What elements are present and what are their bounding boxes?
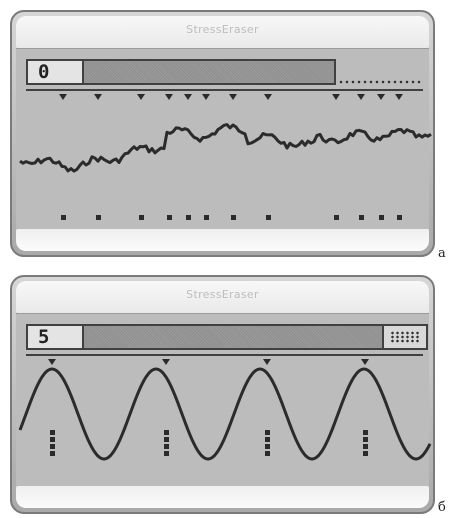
baseline-divider: [26, 354, 423, 356]
tick-square-icon: [164, 451, 169, 456]
marker-group: [59, 94, 403, 100]
tick-square-icon: [50, 430, 55, 435]
tick-square-icon: [334, 215, 339, 220]
tick-square-icon: [50, 444, 55, 449]
marker-triangle-icon: [48, 359, 56, 365]
progress-bar: [84, 324, 384, 350]
panel-label-a: а: [438, 246, 446, 261]
tick-square-icon: [359, 215, 364, 220]
breath-counter: 5: [26, 324, 84, 350]
marker-triangle-icon: [202, 94, 210, 100]
tick-square-icon: [363, 430, 368, 435]
tick-square-icon: [231, 215, 236, 220]
marker-triangle-icon: [165, 94, 173, 100]
tick-square-icon: [50, 437, 55, 442]
dots-grid-box: [384, 324, 428, 350]
marker-triangle-icon: [263, 359, 271, 365]
marker-group: [48, 359, 369, 365]
tick-square-icon: [186, 215, 191, 220]
panel-label-b: б: [438, 500, 446, 515]
marker-triangle-icon: [395, 94, 403, 100]
tick-square-icon: [379, 215, 384, 220]
tick-square-icon: [164, 430, 169, 435]
tick-square-icon: [265, 437, 270, 442]
stresseraser-device-b: StressEraser 5: [10, 275, 435, 514]
tick-square-icon: [50, 451, 55, 456]
marker-triangle-icon: [94, 94, 102, 100]
tick-square-icon: [266, 215, 271, 220]
baseline-divider: [26, 89, 423, 91]
dots-grid-icon: [390, 331, 420, 343]
breath-counter: 0: [26, 59, 84, 85]
marker-triangle-icon: [229, 94, 237, 100]
dots-row-icon: [338, 80, 422, 84]
marker-triangle-icon: [361, 359, 369, 365]
device-screen: 5: [16, 313, 432, 490]
tick-square-icon: [397, 215, 402, 220]
pulse-trace: [18, 367, 432, 461]
tick-square-icon: [363, 437, 368, 442]
tick-square-icon: [167, 215, 172, 220]
tick-square-icon: [265, 451, 270, 456]
device-bottom-bar: [16, 486, 429, 508]
pulse-trace: [19, 123, 432, 173]
tick-square-icon: [139, 215, 144, 220]
tick-square-icon: [164, 444, 169, 449]
tick-group: [61, 215, 402, 220]
device-bottom-bar: [16, 229, 429, 251]
tick-square-icon: [265, 430, 270, 435]
marker-triangle-icon: [59, 94, 67, 100]
tick-square-icon: [96, 215, 101, 220]
stresseraser-device-a: StressEraser 0: [10, 10, 435, 257]
marker-triangle-icon: [162, 359, 170, 365]
marker-triangle-icon: [184, 94, 192, 100]
tick-square-icon: [363, 444, 368, 449]
progress-bar: [84, 59, 336, 85]
device-screen: 0: [16, 48, 432, 233]
tick-square-icon: [164, 437, 169, 442]
marker-triangle-icon: [264, 94, 272, 100]
device-title: StressEraser: [186, 23, 259, 36]
pulse-wave-chart: [18, 359, 432, 461]
marker-triangle-icon: [137, 94, 145, 100]
device-title-bar: StressEraser: [16, 16, 429, 48]
pulse-wave-chart: [19, 94, 432, 220]
tick-square-icon: [204, 215, 209, 220]
tick-square-icon: [61, 215, 66, 220]
tick-square-icon: [265, 444, 270, 449]
tick-square-icon: [363, 451, 368, 456]
device-title: StressEraser: [186, 288, 259, 301]
marker-triangle-icon: [357, 94, 365, 100]
marker-triangle-icon: [377, 94, 385, 100]
marker-triangle-icon: [332, 94, 340, 100]
device-title-bar: StressEraser: [16, 281, 429, 313]
tick-group: [50, 430, 368, 456]
